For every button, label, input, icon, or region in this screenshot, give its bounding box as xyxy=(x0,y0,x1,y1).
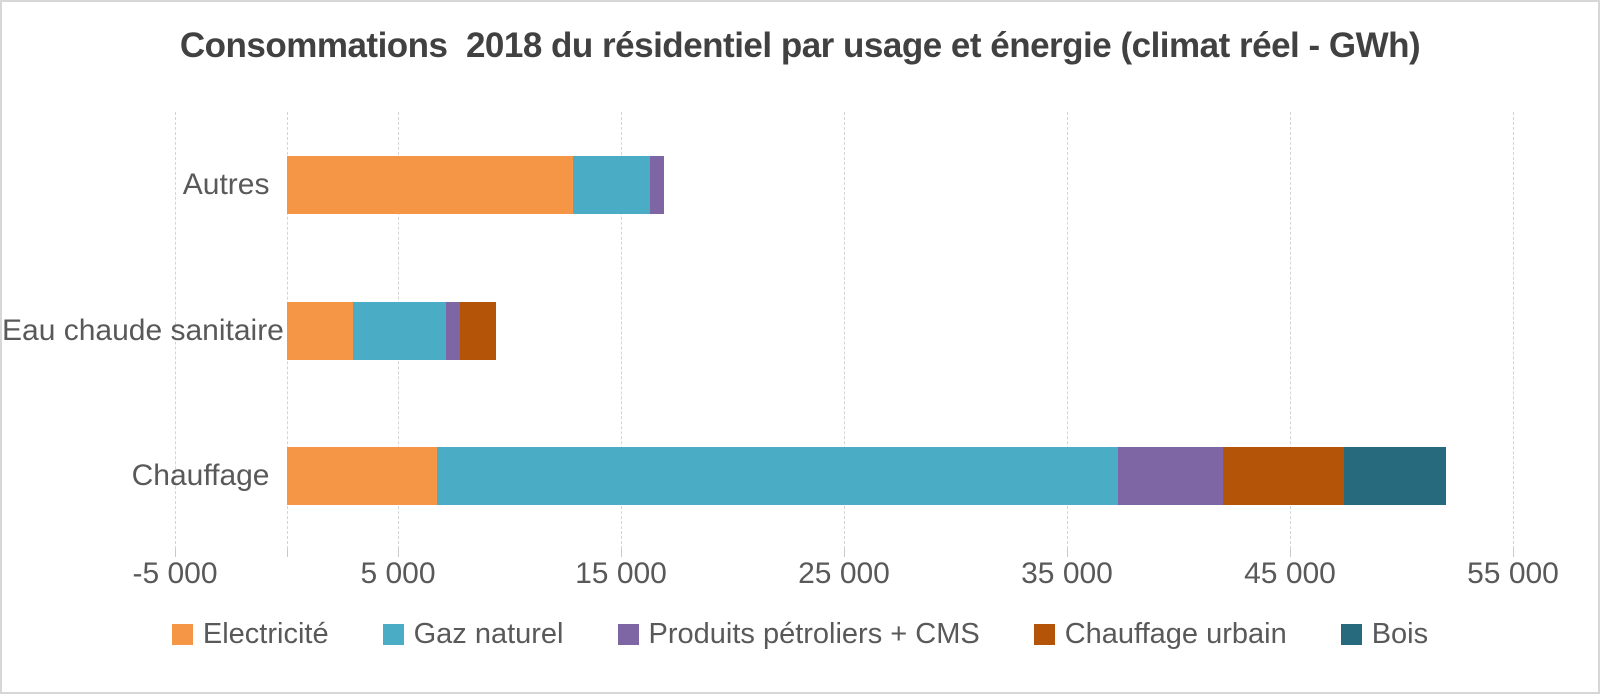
legend-item[interactable]: Electricité xyxy=(171,617,329,651)
legend-label: Chauffage urbain xyxy=(1064,617,1287,650)
category-label: Chauffage xyxy=(131,459,270,493)
x-tick-label: 5 000 xyxy=(360,557,436,590)
bar-segment[interactable] xyxy=(1118,447,1224,506)
legend-item[interactable]: Bois xyxy=(1340,617,1429,651)
x-tick-label: 25 000 xyxy=(798,557,890,590)
axis-tick xyxy=(286,549,288,557)
bar-segment[interactable] xyxy=(460,301,497,360)
axis-tick xyxy=(1290,549,1291,557)
legend-item[interactable]: Chauffage urbain xyxy=(1033,617,1287,651)
legend: Electricité Gaz naturel Produits pétrolier… xyxy=(2,610,1598,658)
axis-tick xyxy=(1513,549,1514,557)
legend-swatch-icon xyxy=(617,623,639,645)
legend-swatch-icon xyxy=(382,623,404,645)
bar-segment[interactable] xyxy=(445,301,461,360)
x-tick-label: 45 000 xyxy=(1244,557,1336,590)
plot-area xyxy=(175,112,1514,557)
category-label: Autres xyxy=(182,167,270,201)
bar-segment[interactable] xyxy=(286,447,438,506)
legend-item[interactable]: Produits pétroliers + CMS xyxy=(617,617,980,651)
legend-label: Gaz naturel xyxy=(413,617,564,650)
bar-segment[interactable] xyxy=(437,447,1119,506)
axis-tick xyxy=(398,549,399,557)
category-label: Eau chaude sanitaire xyxy=(2,313,284,347)
gridline xyxy=(621,112,622,549)
gridline xyxy=(1513,112,1514,549)
x-tick-label: 55 000 xyxy=(1467,557,1559,590)
legend-swatch-icon xyxy=(1033,623,1055,645)
bar-segment[interactable] xyxy=(1223,447,1344,506)
gridline xyxy=(844,112,845,549)
legend-label: Bois xyxy=(1371,617,1429,650)
chart-title: Consommations 2018 du résidentiel par us… xyxy=(179,26,1421,65)
gridline xyxy=(175,112,176,549)
x-tick-label: 15 000 xyxy=(575,557,667,590)
bar-segment[interactable] xyxy=(1343,447,1447,506)
legend-label: Produits pétroliers + CMS xyxy=(648,617,980,650)
axis-tick xyxy=(844,549,845,557)
axis-tick xyxy=(621,549,622,557)
x-tick-label: -5 000 xyxy=(132,557,218,590)
bar-segment[interactable] xyxy=(573,155,650,214)
bar-segment[interactable] xyxy=(286,301,354,360)
legend-swatch-icon xyxy=(171,623,193,645)
legend-item[interactable]: Gaz naturel xyxy=(382,617,564,651)
gridline xyxy=(1290,112,1291,549)
bar-segment[interactable] xyxy=(353,301,446,360)
axis-tick xyxy=(1067,549,1068,557)
legend-label: Electricité xyxy=(202,617,329,650)
x-tick-label: 35 000 xyxy=(1021,557,1113,590)
legend-swatch-icon xyxy=(1340,623,1362,645)
axis-tick xyxy=(175,549,176,557)
gridline xyxy=(1067,112,1068,549)
bar-segment[interactable] xyxy=(649,155,665,214)
bar-segment[interactable] xyxy=(286,155,574,214)
